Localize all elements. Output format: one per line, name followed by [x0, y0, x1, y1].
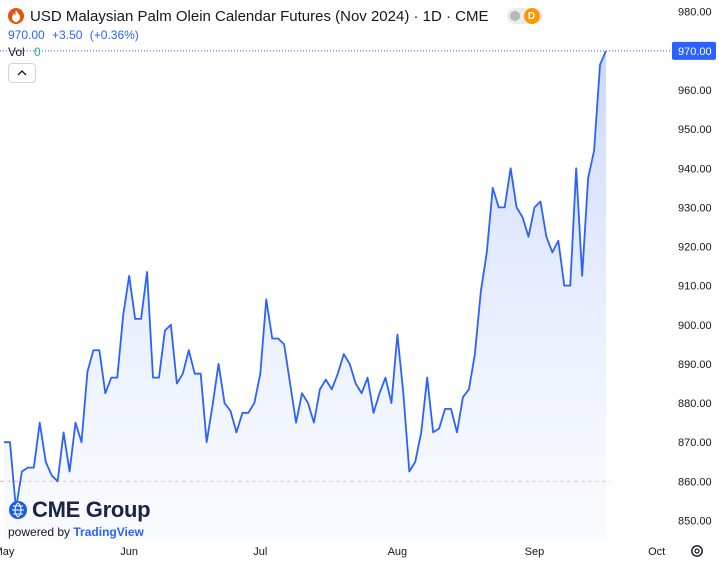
price-tick-label: 950.00: [678, 124, 712, 136]
symbol-title[interactable]: USD Malaysian Palm Olein Calendar Future…: [30, 7, 489, 25]
volume-value: 0: [34, 45, 41, 59]
price-tick-label: 860.00: [678, 476, 712, 488]
price-axis: 980.00 970.00 960.00 950.00 940.00 930.00 920.…: [678, 7, 712, 528]
time-tick-label: Sep: [525, 546, 545, 558]
tradingview-label: TradingView: [73, 525, 144, 539]
flame-icon: [8, 8, 24, 24]
time-tick-label: May: [0, 546, 15, 558]
last-price: 970.00: [8, 28, 45, 42]
volume-label: Vol: [8, 45, 25, 59]
chart-legend: USD Malaysian Palm Olein Calendar Future…: [8, 6, 543, 83]
price-change-row: 970.00 +3.50 (+0.36%): [8, 28, 543, 42]
price-tick-label: 930.00: [678, 202, 712, 214]
chevron-up-icon: [17, 70, 27, 76]
time-tick-label: Jun: [120, 546, 138, 558]
cme-tradingview-logo[interactable]: CME Group powered by TradingView: [8, 497, 151, 539]
time-tick-label: Oct: [648, 546, 665, 558]
price-change: +3.50: [52, 28, 83, 42]
time-axis: May Jun Jul Aug Sep Oct: [0, 546, 665, 558]
cme-logo-text: CME Group: [32, 497, 151, 522]
price-tick-label: 940.00: [678, 163, 712, 175]
price-tick-label: 890.00: [678, 359, 712, 371]
price-tick-label: 850.00: [678, 515, 712, 527]
price-change-percent: (+0.36%): [89, 28, 139, 42]
price-area: [4, 50, 606, 541]
last-price-tag-label: 970.00: [678, 46, 712, 58]
collapse-legend-button[interactable]: [8, 63, 36, 83]
volume-row: Vol 0: [8, 45, 543, 59]
time-tick-label: Aug: [388, 546, 408, 558]
price-tick-label: 980.00: [678, 7, 712, 19]
price-tick-label: 880.00: [678, 398, 712, 410]
price-line: [4, 50, 607, 510]
price-tick-label: 900.00: [678, 320, 712, 332]
market-status-pill[interactable]: D: [506, 8, 543, 24]
price-tick-label: 960.00: [678, 85, 712, 97]
status-dot: [509, 11, 520, 21]
price-tick-label: 920.00: [678, 242, 712, 254]
delayed-badge: D: [523, 8, 540, 24]
time-tick-label: Jul: [253, 546, 267, 558]
settings-icon[interactable]: [691, 545, 703, 557]
last-price-tag: [672, 41, 716, 60]
price-tick-label: 870.00: [678, 437, 712, 449]
cme-globe-icon: [9, 501, 27, 519]
price-tick-label: 910.00: [678, 281, 712, 293]
powered-by-label: powered by: [8, 525, 71, 539]
